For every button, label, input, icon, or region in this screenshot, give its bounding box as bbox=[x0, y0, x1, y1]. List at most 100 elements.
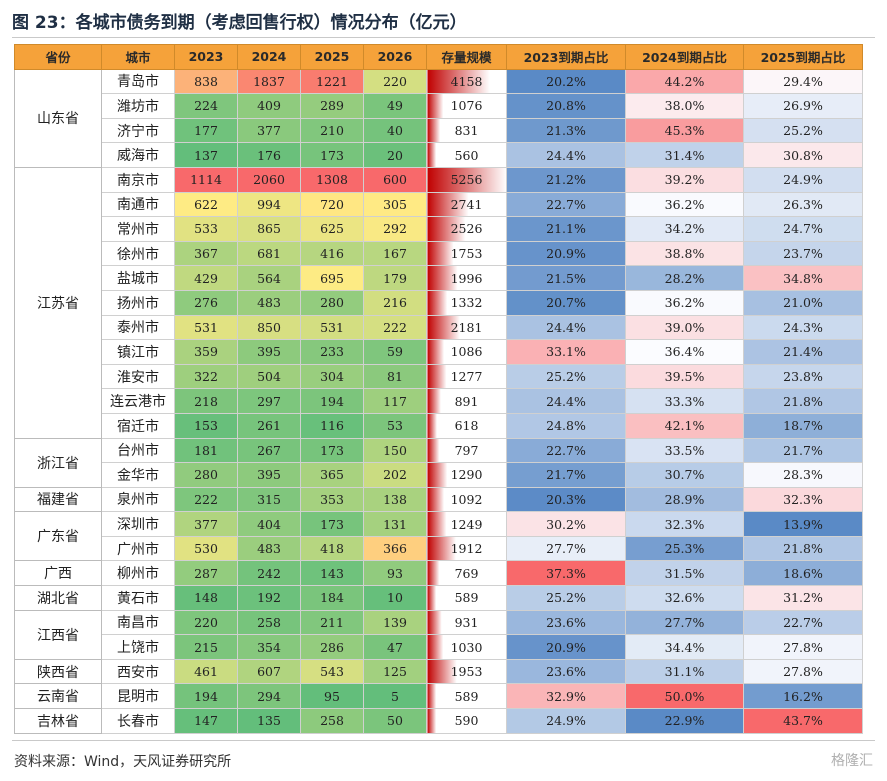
maturity-share-2024-cell: 39.2% bbox=[625, 166, 744, 193]
maturity-2023-cell: 147 bbox=[174, 708, 238, 734]
maturity-share-2023-cell: 24.8% bbox=[506, 412, 626, 439]
maturity-2024-cell: 994 bbox=[237, 191, 301, 218]
maturity-2023-cell: 218 bbox=[174, 388, 238, 414]
maturity-share-2023-cell: 22.7% bbox=[506, 437, 626, 464]
maturity-share-2025-cell: 21.0% bbox=[743, 289, 863, 316]
maturity-2024-cell: 483 bbox=[237, 289, 301, 316]
maturity-2026-cell: 47 bbox=[363, 634, 427, 660]
stock-size-cell: 1753 bbox=[426, 240, 507, 267]
maturity-share-2024-cell: 39.0% bbox=[625, 314, 744, 341]
maturity-share-2024-cell: 28.2% bbox=[625, 265, 744, 291]
city-cell: 长春市 bbox=[101, 708, 175, 734]
table-row: 潍坊市 224 409 289 49 1076 20.8% 38.0% 26.9% bbox=[15, 93, 863, 119]
city-cell: 广州市 bbox=[101, 535, 175, 562]
maturity-share-2024-cell: 25.3% bbox=[625, 535, 744, 562]
maturity-share-2024-cell: 36.2% bbox=[625, 289, 744, 316]
maturity-share-2023-cell: 20.7% bbox=[506, 289, 626, 316]
maturity-2024-cell: 135 bbox=[237, 708, 301, 734]
maturity-2025-cell: 173 bbox=[300, 437, 364, 464]
maturity-share-2023-cell: 22.7% bbox=[506, 191, 626, 218]
maturity-2025-cell: 143 bbox=[300, 560, 364, 587]
province-cell: 湖北省 bbox=[14, 585, 102, 611]
city-cell: 连云港市 bbox=[101, 388, 175, 414]
stock-size-cell: 831 bbox=[426, 117, 507, 144]
province-cell: 山东省 bbox=[14, 68, 102, 168]
city-cell: 南京市 bbox=[101, 166, 175, 193]
city-cell: 上饶市 bbox=[101, 634, 175, 660]
maturity-2023-cell: 359 bbox=[174, 339, 238, 365]
maturity-share-2025-cell: 31.2% bbox=[743, 585, 863, 611]
maturity-2026-cell: 366 bbox=[363, 535, 427, 562]
maturity-2023-cell: 224 bbox=[174, 93, 238, 119]
maturity-share-2023-cell: 20.9% bbox=[506, 634, 626, 660]
city-cell: 扬州市 bbox=[101, 289, 175, 316]
stock-size-cell: 618 bbox=[426, 412, 507, 439]
maturity-2026-cell: 292 bbox=[363, 216, 427, 242]
stock-size-cell: 560 bbox=[426, 142, 507, 168]
maturity-share-2024-cell: 36.2% bbox=[625, 191, 744, 218]
city-cell: 昆明市 bbox=[101, 683, 175, 710]
province-cell: 福建省 bbox=[14, 486, 102, 513]
city-cell: 济宁市 bbox=[101, 117, 175, 144]
maturity-2025-cell: 1308 bbox=[300, 166, 364, 193]
maturity-2025-cell: 543 bbox=[300, 658, 364, 685]
maturity-2026-cell: 50 bbox=[363, 708, 427, 734]
maturity-share-2023-cell: 25.2% bbox=[506, 585, 626, 611]
maturity-share-2023-cell: 21.3% bbox=[506, 117, 626, 144]
maturity-2026-cell: 125 bbox=[363, 658, 427, 685]
stock-size-cell: 1249 bbox=[426, 511, 507, 537]
maturity-2026-cell: 53 bbox=[363, 412, 427, 439]
stock-size-cell: 2181 bbox=[426, 314, 507, 341]
maturity-2025-cell: 365 bbox=[300, 462, 364, 488]
maturity-2023-cell: 222 bbox=[174, 486, 238, 513]
stock-size-cell: 5256 bbox=[426, 166, 507, 193]
maturity-2025-cell: 95 bbox=[300, 683, 364, 710]
maturity-2023-cell: 531 bbox=[174, 314, 238, 341]
maturity-share-2025-cell: 24.9% bbox=[743, 166, 863, 193]
city-cell: 柳州市 bbox=[101, 560, 175, 587]
maturity-share-2024-cell: 28.9% bbox=[625, 486, 744, 513]
header-row: 省份 城市 2023 2024 2025 2026 存量规模 2023到期占比 2024到期占比… bbox=[14, 44, 863, 70]
header-stock: 存量规模 bbox=[426, 44, 507, 70]
maturity-2026-cell: 93 bbox=[363, 560, 427, 587]
maturity-share-2025-cell: 24.3% bbox=[743, 314, 863, 341]
header-2026: 2026 bbox=[363, 44, 427, 70]
table-row: 宿迁市 153 261 116 53 618 24.8% 42.1% 18.7% bbox=[15, 412, 863, 439]
maturity-2023-cell: 1114 bbox=[174, 166, 238, 193]
header-2024-pct: 2024到期占比 bbox=[625, 44, 744, 70]
city-cell: 金华市 bbox=[101, 462, 175, 488]
maturity-2025-cell: 233 bbox=[300, 339, 364, 365]
table-row: 扬州市 276 483 280 216 1332 20.7% 36.2% 21.0% bbox=[15, 289, 863, 316]
maturity-2026-cell: 139 bbox=[363, 609, 427, 636]
table-row: 盐城市 429 564 695 179 1996 21.5% 28.2% 34.8% bbox=[15, 265, 863, 291]
maturity-2026-cell: 216 bbox=[363, 289, 427, 316]
maturity-2024-cell: 192 bbox=[237, 585, 301, 611]
maturity-2025-cell: 184 bbox=[300, 585, 364, 611]
stock-size-cell: 589 bbox=[426, 585, 507, 611]
maturity-2024-cell: 850 bbox=[237, 314, 301, 341]
maturity-2024-cell: 395 bbox=[237, 462, 301, 488]
city-cell: 徐州市 bbox=[101, 240, 175, 267]
maturity-2024-cell: 483 bbox=[237, 535, 301, 562]
maturity-2025-cell: 286 bbox=[300, 634, 364, 660]
maturity-2026-cell: 5 bbox=[363, 683, 427, 710]
maturity-share-2023-cell: 20.3% bbox=[506, 486, 626, 513]
maturity-2026-cell: 600 bbox=[363, 166, 427, 193]
table-body: 山东省 青岛市 838 1837 1221 220 4158 20.2% 44.2% 29.4% 潍… bbox=[14, 68, 863, 734]
maturity-share-2023-cell: 21.5% bbox=[506, 265, 626, 291]
maturity-share-2024-cell: 42.1% bbox=[625, 412, 744, 439]
stock-size-cell: 1030 bbox=[426, 634, 507, 660]
table-row: 江苏省 南京市 1114 2060 1308 600 5256 21.2% 39.2% 24.9% bbox=[14, 166, 863, 439]
maturity-share-2023-cell: 33.1% bbox=[506, 339, 626, 365]
table-row: 泰州市 531 850 531 222 2181 24.4% 39.0% 24.3% bbox=[15, 314, 863, 341]
table-row: 广西 柳州市 287 242 143 93 769 37.3% 31.5% 18.6% bbox=[14, 560, 863, 587]
maturity-2026-cell: 10 bbox=[363, 585, 427, 611]
maturity-2023-cell: 533 bbox=[174, 216, 238, 242]
maturity-share-2024-cell: 50.0% bbox=[625, 683, 744, 710]
maturity-share-2024-cell: 39.5% bbox=[625, 363, 744, 390]
maturity-share-2024-cell: 33.5% bbox=[625, 437, 744, 464]
maturity-share-2024-cell: 31.4% bbox=[625, 142, 744, 168]
table-row: 金华市 280 395 365 202 1290 21.7% 30.7% 28.3% bbox=[15, 462, 863, 488]
maturity-2025-cell: 194 bbox=[300, 388, 364, 414]
maturity-share-2025-cell: 29.4% bbox=[743, 68, 863, 95]
